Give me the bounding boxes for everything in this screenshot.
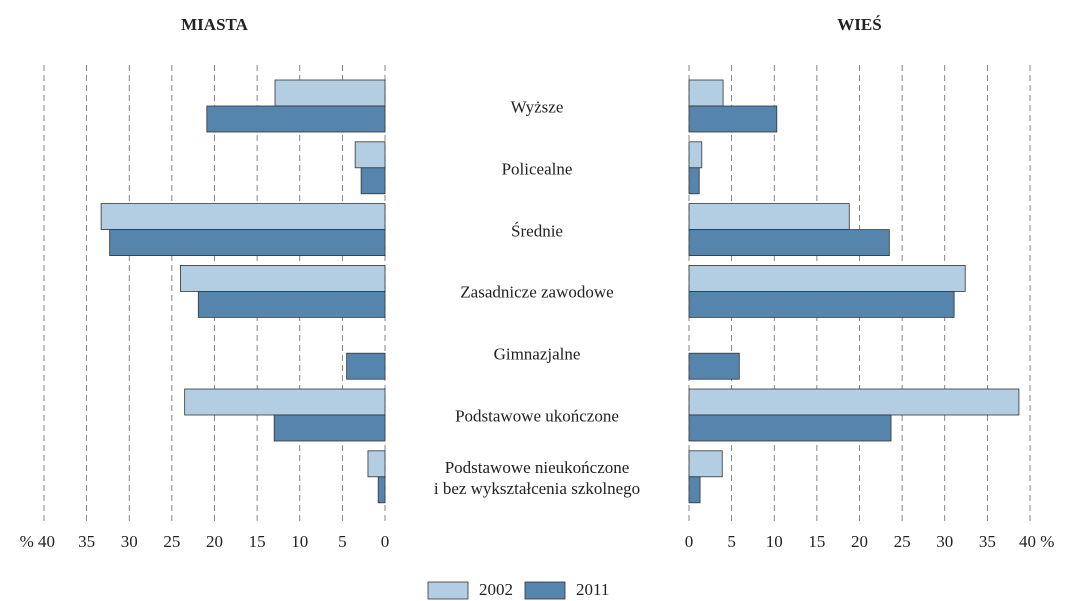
bar [688, 388, 1020, 416]
panel-title: WIEŚ [837, 15, 881, 34]
x-tick-label: 15 [808, 532, 825, 551]
category-label: Średnie [511, 221, 563, 241]
legend-label: 2002 [479, 580, 513, 599]
category-label: Podstawowe ukończone [455, 406, 619, 426]
bar [274, 79, 386, 107]
bar [377, 476, 386, 504]
x-tick-label: 5 [727, 532, 736, 551]
bar [346, 352, 386, 380]
panel-title: MIASTA [181, 15, 248, 34]
category-label: Podstawowe nieukończone i bez wykształce… [433, 457, 641, 498]
bar [354, 141, 386, 169]
bar [197, 290, 386, 318]
x-tick-label: 0 [685, 532, 694, 551]
bar [688, 476, 701, 504]
x-tick-label: 10 [291, 532, 308, 551]
legend-swatch [524, 581, 566, 600]
category-label: Policealne [501, 159, 573, 179]
x-tick-label: 15 [249, 532, 266, 551]
bar [688, 229, 890, 257]
x-tick-label: 0 [381, 532, 390, 551]
x-tick-label: 5 [338, 532, 347, 551]
bar [184, 388, 386, 416]
x-tick-label: % 40 [20, 532, 55, 551]
bar [109, 229, 386, 257]
x-tick-label: 35 [979, 532, 996, 551]
bar [688, 352, 740, 380]
x-tick-label: 10 [766, 532, 783, 551]
bar [360, 167, 386, 195]
bar [100, 203, 386, 231]
bar [367, 450, 386, 478]
bar [688, 203, 850, 231]
category-label: Wyższe [510, 97, 564, 117]
x-tick-label: 30 [121, 532, 138, 551]
x-tick-label: 35 [78, 532, 95, 551]
bar [688, 290, 955, 318]
legend-swatch [427, 581, 469, 600]
bar [688, 414, 892, 442]
x-tick-label: 30 [936, 532, 953, 551]
bar [688, 450, 723, 478]
category-label: Gimnazjalne [493, 344, 581, 364]
x-tick-label: 20 [206, 532, 223, 551]
category-label: Zasadnicze zawodowe [460, 282, 614, 302]
bar [688, 141, 703, 169]
x-tick-label: 20 [851, 532, 868, 551]
bar [688, 264, 966, 292]
bar [179, 264, 386, 292]
x-tick-label: 40 % [1019, 532, 1054, 551]
bar [688, 105, 778, 133]
bar [206, 105, 386, 133]
x-tick-label: 25 [894, 532, 911, 551]
bar [688, 79, 724, 107]
bar [688, 167, 700, 195]
bar [273, 414, 386, 442]
x-tick-label: 25 [163, 532, 180, 551]
legend-label: 2011 [576, 580, 609, 599]
